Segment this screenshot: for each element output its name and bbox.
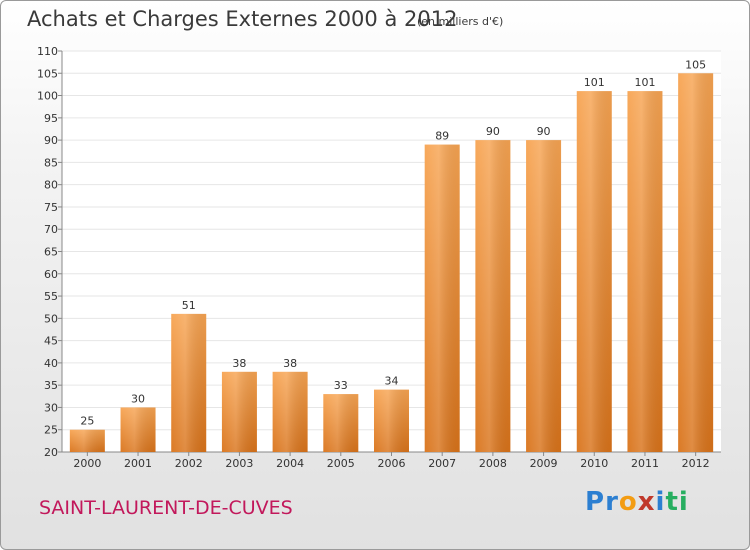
x-tick-label: 2012 bbox=[682, 457, 710, 470]
y-tick-label: 20 bbox=[44, 446, 58, 459]
x-tick-label: 2011 bbox=[631, 457, 659, 470]
bar-value-label: 38 bbox=[232, 357, 246, 370]
y-tick-label: 45 bbox=[44, 335, 58, 348]
logo-letter: o bbox=[618, 487, 638, 517]
bar-value-label: 101 bbox=[584, 76, 605, 89]
y-tick-label: 25 bbox=[44, 424, 58, 437]
y-tick-label: 65 bbox=[44, 246, 58, 259]
x-tick-label: 2007 bbox=[428, 457, 456, 470]
bar-highlight bbox=[272, 371, 308, 452]
x-tick-label: 2006 bbox=[378, 457, 406, 470]
x-tick-label: 2000 bbox=[73, 457, 101, 470]
bar-highlight bbox=[576, 91, 612, 452]
y-tick-label: 70 bbox=[44, 223, 58, 236]
bar-highlight bbox=[475, 140, 511, 452]
bar-highlight bbox=[424, 144, 460, 453]
y-tick-label: 30 bbox=[44, 401, 58, 414]
y-tick-label: 55 bbox=[44, 290, 58, 303]
bar-highlight bbox=[374, 389, 409, 452]
logo-letter: i bbox=[678, 487, 689, 517]
x-tick-label: 2009 bbox=[530, 457, 558, 470]
bar-value-label: 38 bbox=[283, 357, 297, 370]
logo-letter: r bbox=[605, 487, 619, 517]
bar-value-label: 34 bbox=[385, 375, 399, 388]
bar-highlight bbox=[69, 429, 105, 452]
bar-value-label: 105 bbox=[685, 58, 706, 71]
x-tick-label: 2005 bbox=[327, 457, 355, 470]
bar-highlight bbox=[678, 73, 714, 453]
bar-value-label: 90 bbox=[537, 125, 551, 138]
unit-note: (en milliers d'€) bbox=[417, 15, 504, 28]
logo-letter: P bbox=[585, 487, 606, 517]
bar-value-label: 90 bbox=[486, 125, 500, 138]
bar-value-label: 101 bbox=[634, 76, 655, 89]
x-tick-label: 2010 bbox=[580, 457, 608, 470]
x-tick-label: 2003 bbox=[225, 457, 253, 470]
logo-letter: t bbox=[665, 487, 679, 517]
x-tick-label: 2002 bbox=[175, 457, 203, 470]
bar-value-label: 30 bbox=[131, 392, 145, 405]
y-tick-label: 95 bbox=[44, 112, 58, 125]
bar-value-label: 25 bbox=[80, 415, 94, 428]
y-tick-label: 110 bbox=[37, 45, 58, 58]
bar-highlight bbox=[120, 407, 156, 452]
proxiti-logo: Proxiti bbox=[585, 487, 689, 517]
y-tick-label: 40 bbox=[44, 357, 58, 370]
y-tick-label: 85 bbox=[44, 156, 58, 169]
logo-letter: i bbox=[655, 487, 666, 517]
x-tick-label: 2008 bbox=[479, 457, 507, 470]
logo-letter: x bbox=[637, 487, 656, 517]
bar-highlight bbox=[221, 371, 257, 452]
bar-highlight bbox=[627, 91, 663, 452]
y-tick-label: 35 bbox=[44, 379, 58, 392]
y-tick-label: 105 bbox=[37, 67, 58, 80]
chart-title: Achats et Charges Externes 2000 à 2012 bbox=[27, 7, 458, 31]
bar-value-label: 33 bbox=[334, 379, 348, 392]
x-tick-label: 2001 bbox=[124, 457, 152, 470]
bar-highlight bbox=[526, 140, 562, 452]
bar-value-label: 51 bbox=[182, 299, 196, 312]
x-tick-label: 2004 bbox=[276, 457, 304, 470]
bar-highlight bbox=[323, 394, 359, 452]
y-tick-label: 90 bbox=[44, 134, 58, 147]
location-name: SAINT-LAURENT-DE-CUVES bbox=[39, 497, 293, 519]
y-tick-label: 80 bbox=[44, 179, 58, 192]
bar-highlight bbox=[171, 313, 207, 452]
y-tick-label: 60 bbox=[44, 268, 58, 281]
y-tick-label: 50 bbox=[44, 312, 58, 325]
bar-value-label: 89 bbox=[435, 130, 449, 143]
y-tick-label: 75 bbox=[44, 201, 58, 214]
y-tick-label: 100 bbox=[37, 90, 58, 103]
